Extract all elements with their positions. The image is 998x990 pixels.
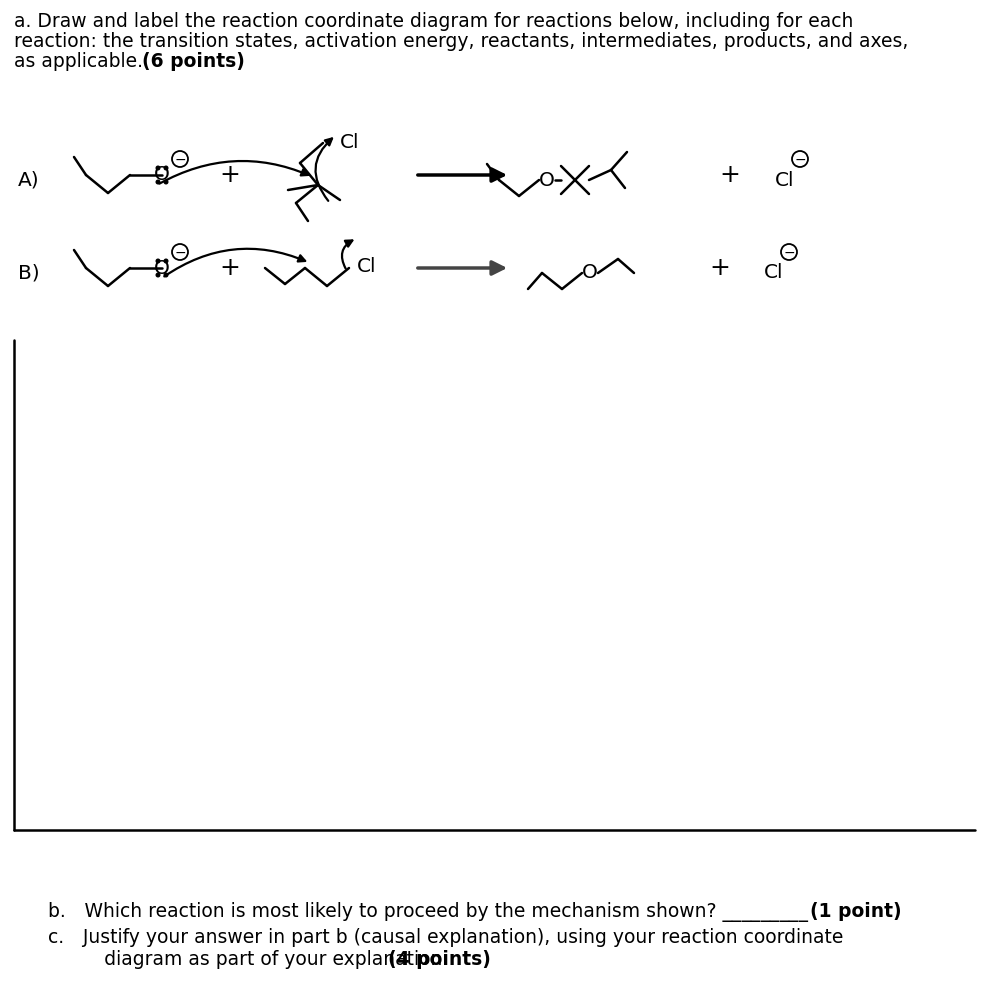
Text: O: O	[539, 170, 555, 189]
Text: reaction: the transition states, activation energy, reactants, intermediates, pr: reaction: the transition states, activat…	[14, 32, 908, 51]
Text: (4 points): (4 points)	[388, 950, 491, 969]
Text: b. Which reaction is most likely to proceed by the mechanism shown? _________: b. Which reaction is most likely to proc…	[48, 902, 826, 922]
Circle shape	[165, 180, 168, 184]
Text: diagram as part of your explanation.: diagram as part of your explanation.	[48, 950, 454, 969]
Text: −: −	[783, 246, 794, 260]
Text: (1 point): (1 point)	[810, 902, 901, 921]
Text: B): B)	[18, 263, 40, 282]
Circle shape	[165, 273, 168, 277]
Text: +: +	[220, 163, 241, 187]
Circle shape	[165, 166, 168, 170]
Text: Cl: Cl	[340, 134, 359, 152]
Circle shape	[157, 259, 160, 262]
Text: +: +	[220, 256, 241, 280]
Text: −: −	[175, 153, 186, 167]
Text: −: −	[175, 246, 186, 260]
Circle shape	[165, 259, 168, 262]
Text: O: O	[154, 258, 170, 277]
Text: Cl: Cl	[775, 170, 794, 189]
Text: Cl: Cl	[764, 263, 783, 282]
Text: +: +	[710, 256, 731, 280]
Circle shape	[157, 166, 160, 170]
Text: +: +	[720, 163, 741, 187]
Text: O: O	[154, 165, 170, 184]
Text: O: O	[582, 263, 598, 282]
Circle shape	[157, 180, 160, 184]
Text: A): A)	[18, 170, 40, 189]
Text: Cl: Cl	[357, 256, 376, 275]
Text: as applicable.: as applicable.	[14, 52, 149, 71]
Text: (6 points): (6 points)	[142, 52, 245, 71]
Text: a. Draw and label the reaction coordinate diagram for reactions below, including: a. Draw and label the reaction coordinat…	[14, 12, 853, 31]
Text: c. Justify your answer in part b (causal explanation), using your reaction coord: c. Justify your answer in part b (causal…	[48, 928, 843, 947]
Circle shape	[157, 273, 160, 277]
Text: −: −	[794, 153, 805, 167]
